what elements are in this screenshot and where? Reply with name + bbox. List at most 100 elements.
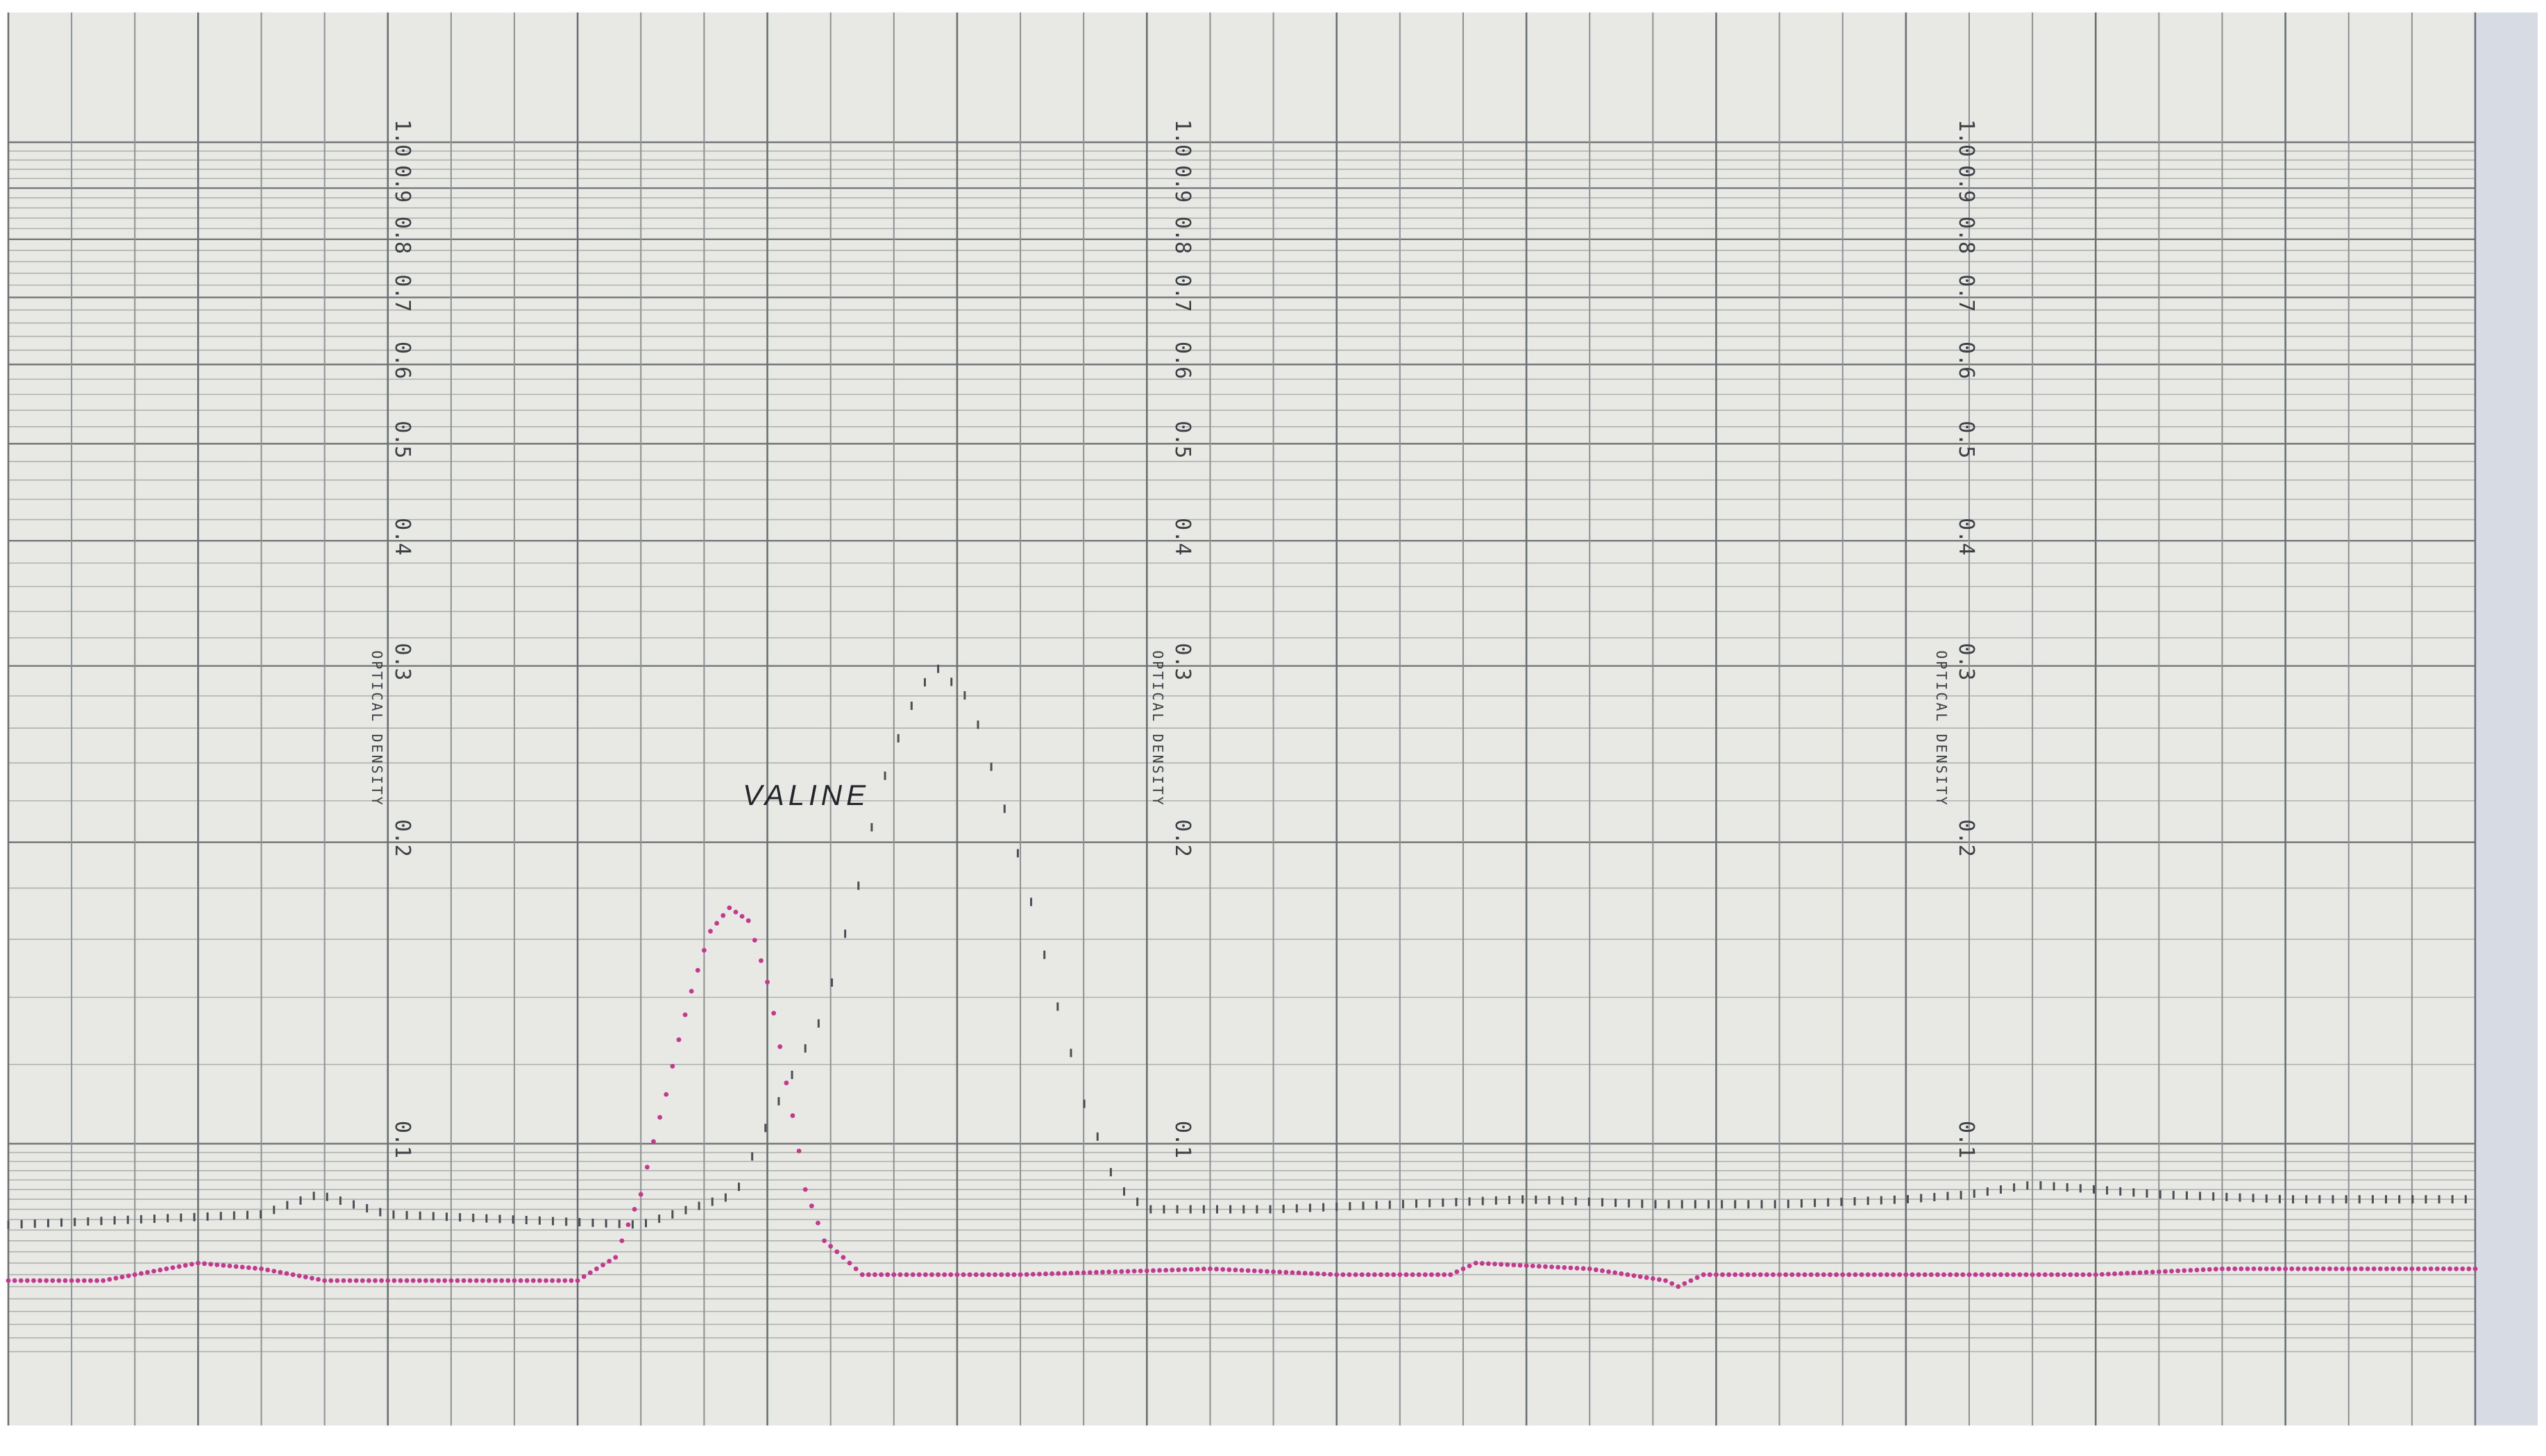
y-tick-label: 0.3 bbox=[390, 643, 414, 680]
series-reference-point bbox=[1933, 1192, 1936, 1201]
series-magenta-point bbox=[1796, 1272, 1801, 1278]
y-axis-title: OPTICAL DENSITY bbox=[369, 650, 385, 807]
series-magenta-point bbox=[2352, 1266, 2358, 1271]
series-magenta-point bbox=[1631, 1273, 1637, 1278]
series-magenta-point bbox=[18, 1278, 24, 1283]
series-magenta-point bbox=[1701, 1272, 1706, 1278]
series-magenta-point bbox=[512, 1278, 517, 1283]
series-magenta-point bbox=[676, 1037, 682, 1042]
series-magenta-point bbox=[1024, 1272, 1029, 1277]
series-magenta-point bbox=[1998, 1272, 2003, 1278]
series-reference-point bbox=[751, 1152, 754, 1161]
series-reference-point bbox=[1508, 1196, 1510, 1205]
series-magenta-point bbox=[2226, 1266, 2232, 1271]
series-reference-point bbox=[2451, 1195, 2454, 1204]
series-magenta-point bbox=[562, 1278, 568, 1283]
series-magenta-point bbox=[2194, 1267, 2200, 1273]
series-magenta-point bbox=[1340, 1272, 1346, 1278]
series-magenta-point bbox=[2460, 1266, 2465, 1271]
series-magenta-point bbox=[2289, 1266, 2295, 1271]
series-magenta-point bbox=[138, 1271, 144, 1276]
series-reference-point bbox=[312, 1192, 315, 1201]
y-tick-label: 0.7 bbox=[1170, 274, 1195, 312]
series-magenta-point bbox=[2156, 1269, 2161, 1274]
series-reference-point bbox=[1295, 1204, 1298, 1213]
y-tick-label: 0.9 bbox=[1954, 165, 1978, 203]
series-magenta-point bbox=[879, 1272, 884, 1278]
series-reference-point bbox=[1773, 1200, 1776, 1209]
series-magenta-point bbox=[1359, 1272, 1365, 1278]
series-magenta-point bbox=[442, 1278, 448, 1283]
series-reference-point bbox=[923, 678, 926, 687]
series-reference-point bbox=[446, 1212, 448, 1221]
series-reference-point bbox=[2145, 1189, 2148, 1198]
y-tick-labels: 1.0 0.9 0.8 0.7 0.6 0.5 0.4 0.3 0.2 0.1 1.0 0.9 0.8 0… bbox=[390, 119, 1978, 1158]
series-reference-point bbox=[113, 1216, 116, 1225]
series-magenta-point bbox=[2377, 1266, 2383, 1271]
series-magenta-point bbox=[1840, 1272, 1846, 1278]
series-magenta-point bbox=[404, 1278, 410, 1283]
series-reference-point bbox=[552, 1217, 555, 1226]
series-magenta-point bbox=[1992, 1272, 1997, 1278]
series-magenta-point bbox=[2403, 1266, 2409, 1271]
series-reference-point bbox=[2332, 1195, 2334, 1204]
series-magenta-point bbox=[1467, 1263, 1472, 1269]
y-tick-label: 0.3 bbox=[1954, 643, 1978, 680]
series-reference-point bbox=[472, 1213, 475, 1222]
series-reference-point bbox=[1428, 1199, 1431, 1208]
series-magenta-point bbox=[2169, 1269, 2174, 1274]
series-magenta-point bbox=[1536, 1264, 1542, 1269]
series-magenta-point bbox=[379, 1278, 385, 1283]
y-tick-label: 0.2 bbox=[390, 820, 414, 857]
series-magenta-point bbox=[2371, 1266, 2377, 1271]
series-magenta-point bbox=[1385, 1272, 1390, 1278]
series-magenta-point bbox=[1568, 1265, 1574, 1271]
series-magenta-point bbox=[31, 1278, 36, 1283]
series-reference-point bbox=[1282, 1204, 1285, 1213]
series-reference-point bbox=[1959, 1190, 1962, 1199]
series-reference-point bbox=[1136, 1197, 1139, 1206]
series-magenta-point bbox=[1365, 1272, 1371, 1278]
series-magenta-point bbox=[303, 1274, 308, 1280]
series-magenta-point bbox=[233, 1264, 239, 1269]
series-magenta-point bbox=[2068, 1272, 2073, 1278]
series-reference-point bbox=[2225, 1192, 2228, 1201]
series-magenta-point bbox=[1056, 1271, 1061, 1276]
series-magenta-point bbox=[727, 905, 732, 911]
series-magenta-point bbox=[1733, 1272, 1738, 1278]
series-reference-point bbox=[2411, 1195, 2414, 1204]
series-magenta-point bbox=[1663, 1278, 1668, 1283]
series-magenta-point bbox=[1302, 1271, 1308, 1276]
series-reference-point bbox=[2052, 1182, 2055, 1191]
series-magenta-point bbox=[2200, 1267, 2206, 1272]
series-magenta-point bbox=[69, 1278, 74, 1283]
series-magenta-point bbox=[1448, 1272, 1453, 1278]
series-magenta-point bbox=[2125, 1271, 2130, 1276]
series-reference-point bbox=[2385, 1195, 2388, 1204]
series-magenta-point bbox=[733, 909, 739, 915]
series-magenta-point bbox=[1290, 1270, 1295, 1276]
series-magenta-point bbox=[1846, 1272, 1852, 1278]
series-magenta-point bbox=[1619, 1271, 1624, 1276]
series-reference-point bbox=[2438, 1195, 2440, 1204]
series-magenta-point bbox=[480, 1278, 485, 1283]
series-magenta-point bbox=[922, 1272, 928, 1278]
series-reference-point bbox=[419, 1211, 421, 1220]
series-magenta-point bbox=[2055, 1272, 2060, 1278]
series-magenta-point bbox=[1707, 1272, 1712, 1278]
series-magenta-point bbox=[1789, 1272, 1795, 1278]
series-magenta-point bbox=[1442, 1272, 1447, 1278]
series-magenta-point bbox=[1011, 1272, 1017, 1278]
series-reference-point bbox=[857, 881, 860, 890]
series-reference-point bbox=[219, 1212, 222, 1221]
series-magenta-point bbox=[948, 1272, 954, 1278]
series-reference-point bbox=[977, 720, 979, 729]
series-magenta-point bbox=[265, 1267, 271, 1273]
series-reference-point bbox=[1708, 1200, 1710, 1209]
series-magenta-point bbox=[2283, 1266, 2288, 1271]
series-reference-point bbox=[1322, 1203, 1325, 1212]
series-magenta-point bbox=[1771, 1272, 1776, 1278]
series-magenta-point bbox=[1074, 1270, 1080, 1276]
series-magenta-point bbox=[2005, 1272, 2010, 1278]
series-magenta-point bbox=[322, 1278, 328, 1283]
